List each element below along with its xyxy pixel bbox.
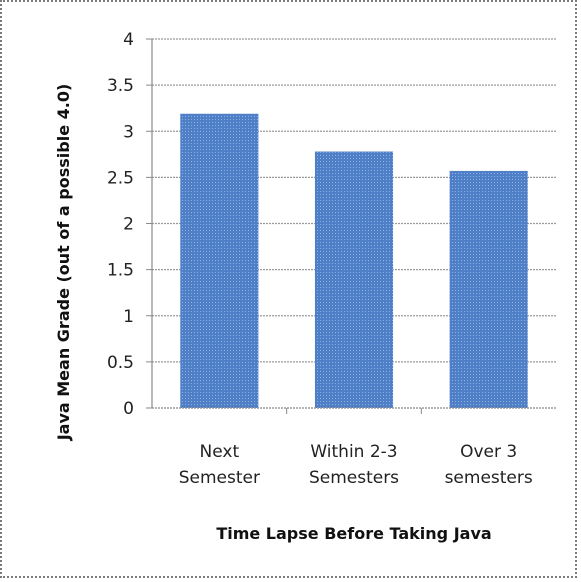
bar	[180, 113, 259, 408]
y-tick-label: 3	[123, 122, 134, 142]
axes	[151, 39, 556, 409]
y-tick-label: 2.5	[107, 168, 134, 188]
bar	[314, 151, 394, 409]
bars	[180, 113, 528, 409]
y-tick-label: 4	[123, 30, 134, 50]
y-tick-label: 0.5	[107, 353, 134, 373]
y-tick-label: 2	[123, 215, 134, 235]
y-tick-label: 1	[123, 307, 134, 327]
y-tick-label: 0	[123, 399, 134, 419]
y-tick-label: 1.5	[107, 261, 134, 281]
bar	[449, 170, 528, 408]
x-axis-title: Time Lapse Before Taking Java	[216, 524, 491, 543]
x-category-label: Within 2-3 Semesters	[309, 442, 399, 488]
y-tick-label: 3.5	[107, 76, 134, 96]
x-category-label: Next Semester	[179, 442, 260, 488]
y-axis-title: Java Mean Grade (out of a possible 4.0)	[54, 84, 73, 442]
x-category-label: Over 3 semesters	[445, 442, 533, 488]
x-category-labels: Next Semester Within 2-3 Semesters Over 3 sem…	[179, 442, 533, 488]
y-tick-labels: 0 0.5 1 1.5 2 2.5 3 3.5 4	[107, 30, 134, 419]
